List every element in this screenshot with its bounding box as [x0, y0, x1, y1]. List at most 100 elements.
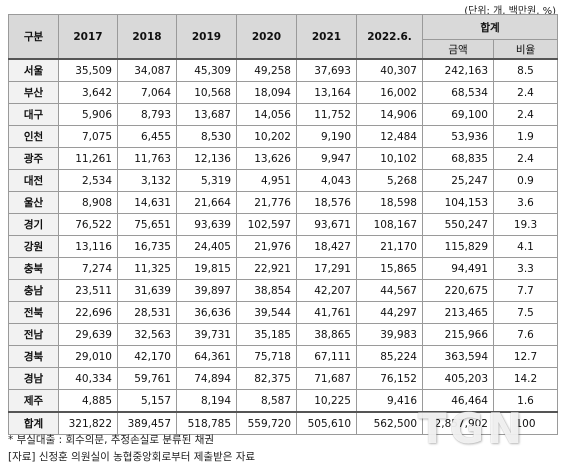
ratio-cell: 1.9: [492, 125, 559, 148]
value-cell: 59,761: [117, 367, 177, 390]
region-cell: 대구: [8, 103, 59, 126]
region-cell: 충북: [8, 257, 59, 280]
header-subrow: 금액 비율: [9, 39, 559, 60]
value-cell: 35,509: [58, 58, 118, 82]
value-cell: 37,693: [296, 58, 357, 82]
value-cell: 28,531: [117, 301, 177, 324]
value-cell: 5,268: [356, 169, 423, 192]
value-cell: 76,152: [356, 367, 423, 390]
value-cell: 39,731: [176, 323, 237, 346]
table-row: 인천 7,075 6,455 8,530 10,202 9,190 12,484 53,936…: [8, 125, 559, 148]
value-cell: 32,563: [117, 323, 177, 346]
ratio-cell: 19.3: [492, 213, 559, 236]
amount-cell: 68,835: [422, 147, 494, 170]
amount-cell: 53,936: [422, 125, 494, 148]
value-cell: 108,167: [356, 213, 423, 236]
amount-cell: 363,594: [422, 345, 494, 368]
value-cell: 4,951: [236, 169, 297, 192]
value-cell: 505,610: [296, 411, 357, 435]
value-cell: 21,776: [236, 191, 297, 214]
value-cell: 35,185: [236, 323, 297, 346]
amount-cell: 242,163: [422, 58, 494, 82]
ratio-cell: 12.7: [492, 345, 559, 368]
region-cell: 인천: [8, 125, 59, 148]
value-cell: 21,976: [236, 235, 297, 258]
value-cell: 23,511: [58, 279, 118, 302]
value-cell: 11,261: [58, 147, 118, 170]
value-cell: 67,111: [296, 345, 357, 368]
ratio-cell: 2.4: [492, 81, 559, 104]
ratio-cell: 7.6: [492, 323, 559, 346]
ratio-cell: 2.4: [492, 103, 559, 126]
value-cell: 93,671: [296, 213, 357, 236]
ratio-cell: 14.2: [492, 367, 559, 390]
value-cell: 5,319: [176, 169, 237, 192]
value-cell: 559,720: [236, 411, 297, 435]
table-row: 서울 35,509 34,087 45,309 49,258 37,693 40,307 24…: [8, 58, 559, 82]
value-cell: 13,116: [58, 235, 118, 258]
footnote: * 부실대출 : 회수의문, 추정손실로 분류된 채권: [8, 434, 215, 446]
value-cell: 39,897: [176, 279, 237, 302]
value-cell: 22,921: [236, 257, 297, 280]
value-cell: 21,664: [176, 191, 237, 214]
value-cell: 13,626: [236, 147, 297, 170]
ratio-cell: 1.6: [492, 389, 559, 413]
amount-cell: 215,966: [422, 323, 494, 346]
value-cell: 8,530: [176, 125, 237, 148]
unit-label: (단위: 개, 백만원, %): [464, 6, 556, 17]
value-cell: 39,983: [356, 323, 423, 346]
value-cell: 2,534: [58, 169, 118, 192]
ratio-cell: 100: [492, 411, 559, 435]
header-region: 구분: [8, 14, 59, 60]
value-cell: 7,274: [58, 257, 118, 280]
amount-cell: 220,675: [422, 279, 494, 302]
table-body: 서울 35,509 34,087 45,309 49,258 37,693 40,307 24…: [8, 58, 559, 435]
amount-cell: 2,857,902: [422, 411, 494, 435]
value-cell: 102,597: [236, 213, 297, 236]
value-cell: 9,190: [296, 125, 357, 148]
region-cell: 대전: [8, 169, 59, 192]
value-cell: 34,087: [117, 58, 177, 82]
value-cell: 82,375: [236, 367, 297, 390]
value-cell: 5,906: [58, 103, 118, 126]
table-row: 강원 13,116 16,735 24,405 21,976 18,427 21,170 11…: [8, 235, 559, 258]
value-cell: 39,544: [236, 301, 297, 324]
value-cell: 18,094: [236, 81, 297, 104]
value-cell: 14,631: [117, 191, 177, 214]
value-cell: 21,170: [356, 235, 423, 258]
value-cell: 24,405: [176, 235, 237, 258]
value-cell: 16,735: [117, 235, 177, 258]
value-cell: 11,325: [117, 257, 177, 280]
value-cell: 85,224: [356, 345, 423, 368]
table-row: 경북 29,010 42,170 64,361 75,718 67,111 85,224 36…: [8, 345, 559, 368]
amount-cell: 405,203: [422, 367, 494, 390]
value-cell: 11,752: [296, 103, 357, 126]
region-cell: 경남: [8, 367, 59, 390]
ratio-cell: 3.6: [492, 191, 559, 214]
value-cell: 8,194: [176, 389, 237, 413]
table-row: 충남 23,511 31,639 39,897 38,854 42,207 44,567 22…: [8, 279, 559, 302]
value-cell: 14,906: [356, 103, 423, 126]
table-row: 울산 8,908 14,631 21,664 21,776 18,576 18,598 104…: [8, 191, 559, 214]
table-row: 전남 29,639 32,563 39,731 35,185 38,865 39,983 21…: [8, 323, 559, 346]
value-cell: 75,718: [236, 345, 297, 368]
total-row: 합계 321,822 389,457 518,785 559,720 505,610 562…: [8, 411, 559, 435]
header-year: 2020: [236, 14, 297, 60]
value-cell: 3,132: [117, 169, 177, 192]
region-cell: 광주: [8, 147, 59, 170]
table-row: 광주 11,261 11,763 12,136 13,626 9,947 10,102 68,…: [8, 147, 559, 170]
value-cell: 7,075: [58, 125, 118, 148]
value-cell: 19,815: [176, 257, 237, 280]
table-row: 제주 4,885 5,157 8,194 8,587 10,225 9,416 46,464 1…: [8, 389, 559, 413]
loan-table: 구분 2017 2018 2019 2020 2021 2022.6. 합계 금…: [8, 14, 559, 435]
region-cell: 강원: [8, 235, 59, 258]
source-note: [자료] 신정훈 의원실이 농협중앙회로부터 제출받은 자료: [8, 451, 256, 463]
value-cell: 12,136: [176, 147, 237, 170]
value-cell: 44,567: [356, 279, 423, 302]
value-cell: 41,761: [296, 301, 357, 324]
value-cell: 64,361: [176, 345, 237, 368]
value-cell: 11,763: [117, 147, 177, 170]
value-cell: 42,207: [296, 279, 357, 302]
ratio-cell: 2.4: [492, 147, 559, 170]
value-cell: 321,822: [58, 411, 118, 435]
